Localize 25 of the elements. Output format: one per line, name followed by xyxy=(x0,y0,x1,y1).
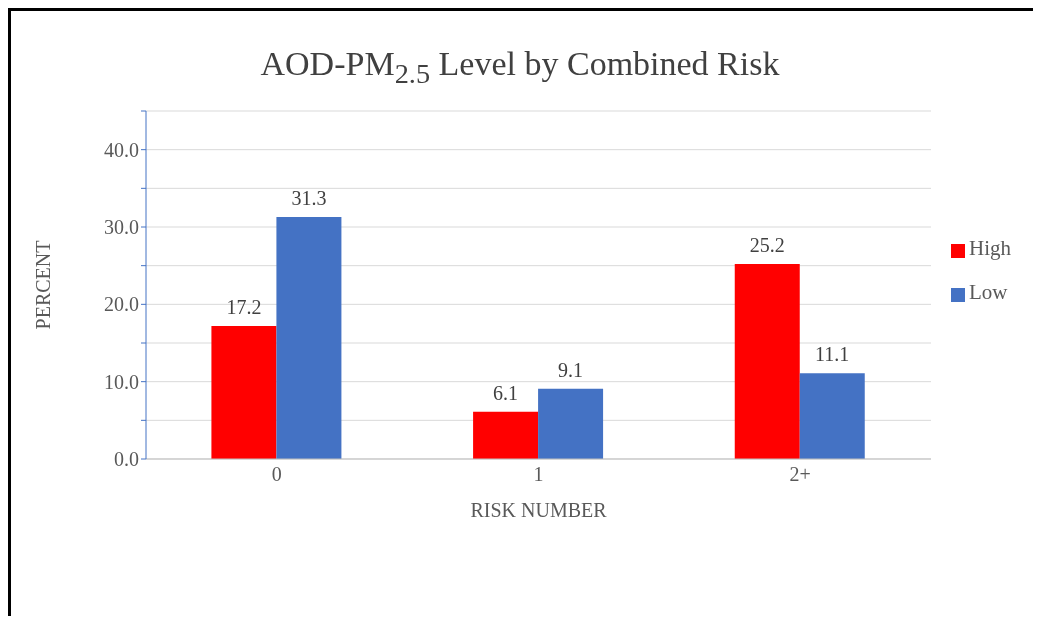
bar xyxy=(734,264,800,459)
y-tick-label: 20.0 xyxy=(104,293,139,316)
x-axis-title: RISK NUMBER xyxy=(470,499,608,521)
bar xyxy=(276,216,342,459)
bar xyxy=(538,388,604,459)
y-tick-label: 10.0 xyxy=(104,370,139,393)
bar xyxy=(473,411,539,459)
data-label: 25.2 xyxy=(749,234,785,257)
y-axis-title: PERCENT xyxy=(32,240,55,330)
legend-label: High xyxy=(969,236,1011,260)
y-tick-label: 0.0 xyxy=(114,448,139,471)
bar xyxy=(211,325,277,459)
x-tick-label: 1 xyxy=(533,463,544,486)
data-label: 6.1 xyxy=(493,381,519,404)
x-tick-label: 0 xyxy=(271,463,282,486)
data-label: 17.2 xyxy=(226,295,262,318)
x-tick-label: 2+ xyxy=(789,463,811,486)
data-label: 31.3 xyxy=(291,186,327,209)
legend-label: Low xyxy=(969,280,1008,304)
bar xyxy=(799,373,865,459)
y-tick-label: 30.0 xyxy=(104,216,139,239)
data-label: 9.1 xyxy=(558,358,584,381)
data-label: 11.1 xyxy=(815,343,850,366)
chart-title: AOD-PM$_{2.5}$ Level by Combined Risk xyxy=(259,45,781,90)
y-tick-label: 40.0 xyxy=(104,138,139,161)
